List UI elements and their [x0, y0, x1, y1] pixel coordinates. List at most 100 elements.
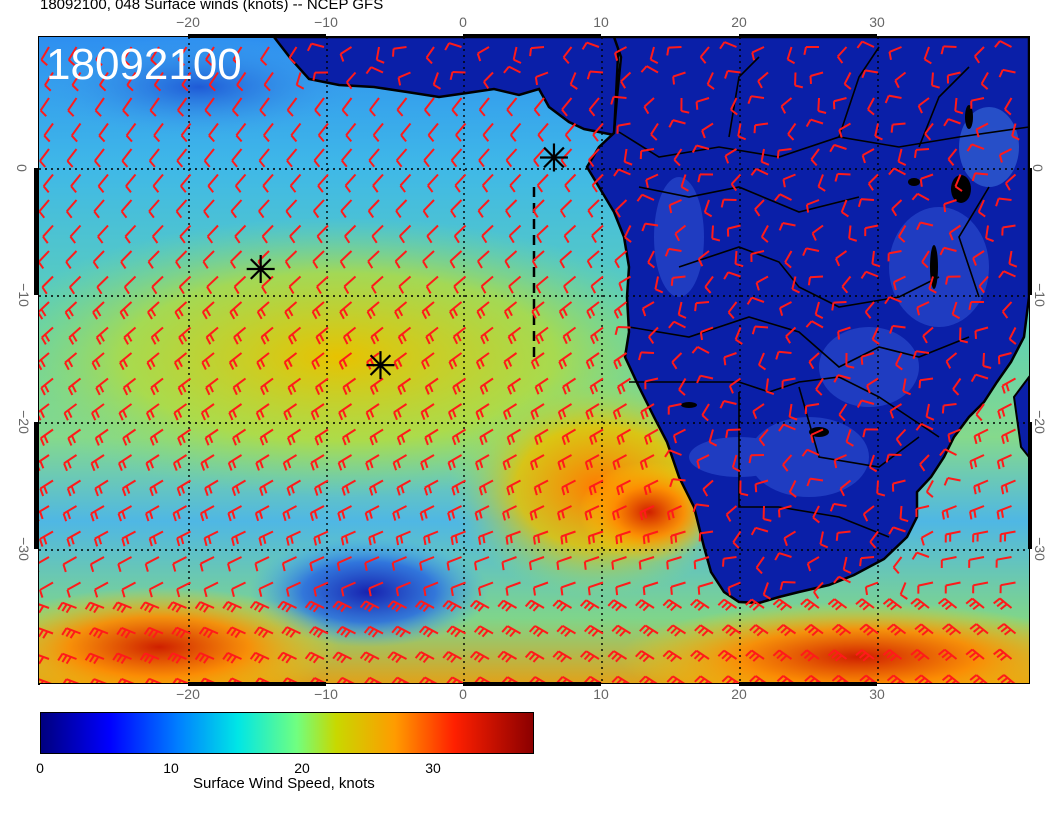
wind-barb-feather: [843, 83, 852, 90]
country-borders: [618, 46, 1029, 538]
wind-barb-feather: [152, 185, 160, 193]
wind-barb: [121, 148, 133, 162]
wind-barb: [613, 95, 627, 99]
wind-barb-feather: [253, 603, 261, 611]
wind-barb-feather: [671, 678, 678, 683]
wind-barb: [505, 148, 518, 161]
wind-barb: [861, 598, 875, 609]
wind-barb-feather: [69, 630, 76, 639]
wind-barb-feather: [787, 133, 795, 141]
wind-barb: [646, 65, 659, 74]
wind-barb: [236, 71, 247, 86]
wind-barb-feather: [615, 587, 619, 596]
wind-barb: [861, 40, 875, 48]
wind-barb-feather: [93, 656, 100, 665]
wind-barb-feather: [344, 535, 349, 544]
wind-barb: [930, 72, 934, 86]
wind-barb: [122, 46, 133, 61]
wind-barb: [203, 626, 219, 635]
wind-barb: [585, 599, 600, 609]
wind-barb: [810, 71, 824, 77]
wind-barb-feather: [587, 655, 595, 663]
wind-barb-feather: [973, 486, 977, 495]
wind-barb-feather: [529, 48, 533, 57]
wind-barb-feather: [585, 411, 590, 420]
wind-barb-feather: [227, 512, 232, 522]
wind-barb: [506, 676, 520, 683]
wind-barb-feather: [277, 652, 284, 660]
wind-barb: [942, 505, 957, 513]
wind-barb-feather: [226, 626, 233, 635]
wind-barb-feather: [635, 599, 643, 607]
wind-barb: [806, 649, 820, 660]
wind-barb-feather: [234, 185, 242, 193]
wind-barb: [506, 530, 521, 538]
wind-barb-feather: [144, 563, 149, 572]
wind-barb-feather: [862, 513, 869, 522]
wind-barb-feather: [671, 361, 678, 370]
wind-barb-feather: [616, 409, 622, 418]
wind-barb: [529, 556, 545, 564]
wind-barb-feather: [973, 626, 981, 633]
wind-barb-feather: [452, 386, 458, 395]
wind-barb: [999, 648, 1013, 660]
wind-barb-feather: [910, 649, 918, 656]
wind-barb-feather: [704, 211, 713, 218]
wind-barb-feather: [928, 288, 937, 294]
wind-barb: [117, 652, 132, 660]
wind-barb-feather: [965, 648, 973, 656]
wind-barb-feather: [752, 410, 758, 420]
wind-barb-feather: [399, 535, 404, 544]
wind-barb-feather: [120, 656, 127, 664]
wind-barb: [179, 224, 192, 238]
wind-barb: [975, 326, 989, 332]
wind-barb: [259, 530, 274, 539]
wind-barb-feather: [71, 435, 77, 444]
wind-barb-feather: [148, 538, 153, 547]
wind-barb: [398, 326, 412, 338]
wind-barb: [146, 352, 160, 364]
lon-tick-bottom: 10: [593, 686, 609, 702]
wind-barb-feather: [424, 386, 430, 395]
wind-barb-feather: [564, 629, 572, 637]
wind-barb-feather: [864, 311, 872, 319]
wind-barb: [311, 42, 325, 48]
wind-barb: [370, 326, 384, 338]
wind-barb-feather: [977, 433, 982, 443]
wind-barb-feather: [831, 674, 840, 682]
wind-barb: [426, 275, 439, 288]
wind-barb-feather: [717, 649, 725, 657]
wind-barb: [420, 403, 435, 414]
wind-barb-feather: [149, 109, 157, 117]
wind-barb-feather: [368, 588, 372, 597]
wind-barb: [89, 652, 105, 660]
wind-barb-feather: [287, 679, 292, 683]
wind-barb: [920, 423, 934, 431]
wind-barb: [71, 71, 82, 86]
wind-barb: [199, 601, 215, 609]
wind-barb: [122, 97, 133, 111]
wind-barb-feather: [532, 604, 540, 612]
wind-barb: [672, 71, 686, 78]
wind-barb: [672, 119, 686, 125]
wind-barb: [704, 275, 714, 288]
wind-barb: [838, 122, 852, 131]
wind-barb: [980, 72, 989, 85]
wind-barb-feather: [921, 629, 929, 636]
wind-barb-feather: [477, 627, 485, 636]
wind-barb-feather: [306, 43, 313, 52]
wind-barb: [204, 530, 219, 540]
wind-barb-feather: [454, 629, 461, 638]
wind-barb: [89, 601, 105, 609]
wind-barb: [90, 505, 105, 515]
wind-barb: [177, 479, 192, 490]
wind-barb-feather: [754, 208, 761, 217]
wind-barb-feather: [965, 597, 973, 605]
wind-barb: [230, 250, 243, 263]
wind-barb: [259, 479, 274, 489]
wind-barb: [948, 623, 962, 635]
wind-barb: [618, 168, 631, 176]
wind-barb-feather: [561, 358, 567, 367]
wind-barb: [617, 675, 630, 683]
wind-barb-feather: [776, 675, 784, 683]
